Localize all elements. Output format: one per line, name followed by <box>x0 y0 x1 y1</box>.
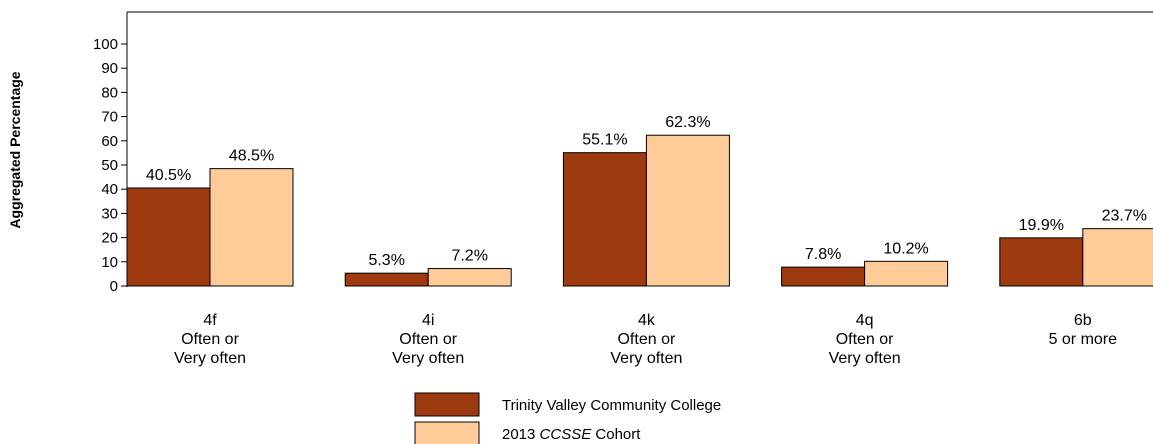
bar-college <box>781 266 866 287</box>
y-axis-label: Aggregated Percentage <box>7 71 23 228</box>
data-label: 19.9% <box>1019 217 1064 234</box>
y-tick-label: 10 <box>101 254 118 271</box>
category-label: Often or <box>181 331 239 348</box>
bar-college <box>126 187 211 287</box>
data-label: 62.3% <box>665 114 710 131</box>
y-tick-label: 80 <box>101 84 118 101</box>
category-label: 4k <box>638 312 656 329</box>
legend: Trinity Valley Community College 2013 CCS… <box>414 392 721 444</box>
legend-label: Trinity Valley Community College <box>502 397 721 414</box>
y-axis: 0 10 20 30 40 50 60 70 80 90 100 <box>93 11 1153 295</box>
y-tick-label: 30 <box>101 205 118 222</box>
bar-cohort <box>645 134 730 287</box>
legend-swatch <box>414 421 480 444</box>
y-tick-label: 70 <box>101 109 118 126</box>
y-tick-label: 90 <box>101 60 118 77</box>
category-label: 4i <box>422 312 434 329</box>
data-label: 55.1% <box>582 132 627 149</box>
category-label: Very often <box>392 350 464 367</box>
category-label: Very often <box>829 350 901 367</box>
category-label: Very often <box>610 350 682 367</box>
data-label: 10.2% <box>883 240 928 257</box>
data-label: 7.2% <box>451 248 487 265</box>
category-label: Often or <box>617 331 675 348</box>
legend-label: 2013 CCSSE Cohort <box>502 426 641 443</box>
category-label: Often or <box>399 331 457 348</box>
data-label: 5.3% <box>368 252 404 269</box>
y-tick-label: 50 <box>101 157 118 174</box>
bar-cohort <box>864 260 949 287</box>
bar-cohort <box>1082 228 1153 287</box>
y-tick-label: 0 <box>110 278 118 295</box>
data-labels: 40.5% 48.5% 5.3% 7.2% 55.1% 62.3% 7.8% 10.2% 19.… <box>146 114 1147 269</box>
y-tick-label: 20 <box>101 230 118 247</box>
bar-college <box>562 152 647 287</box>
data-label: 48.5% <box>229 148 274 165</box>
bars <box>126 134 1153 287</box>
category-label: 4q <box>856 312 874 329</box>
data-label: 23.7% <box>1102 208 1147 225</box>
data-label: 7.8% <box>805 246 841 263</box>
category-label: Often or <box>836 331 894 348</box>
y-tick-label: 40 <box>101 181 118 198</box>
category-label: 6b <box>1074 312 1092 329</box>
category-label: 5 or more <box>1049 331 1118 348</box>
y-tick-label: 60 <box>101 133 118 150</box>
category-label: 4f <box>203 312 217 329</box>
category-label: Very often <box>174 350 246 367</box>
data-label: 40.5% <box>146 167 191 184</box>
category-labels: 4f Often or Very often 4i Often or Very often… <box>174 312 1117 367</box>
bar-college <box>344 272 429 287</box>
bar-college <box>999 237 1084 287</box>
bar-cohort <box>209 168 294 287</box>
bar-cohort <box>427 268 512 287</box>
y-tick-label: 100 <box>93 36 118 53</box>
legend-swatch <box>414 392 480 417</box>
